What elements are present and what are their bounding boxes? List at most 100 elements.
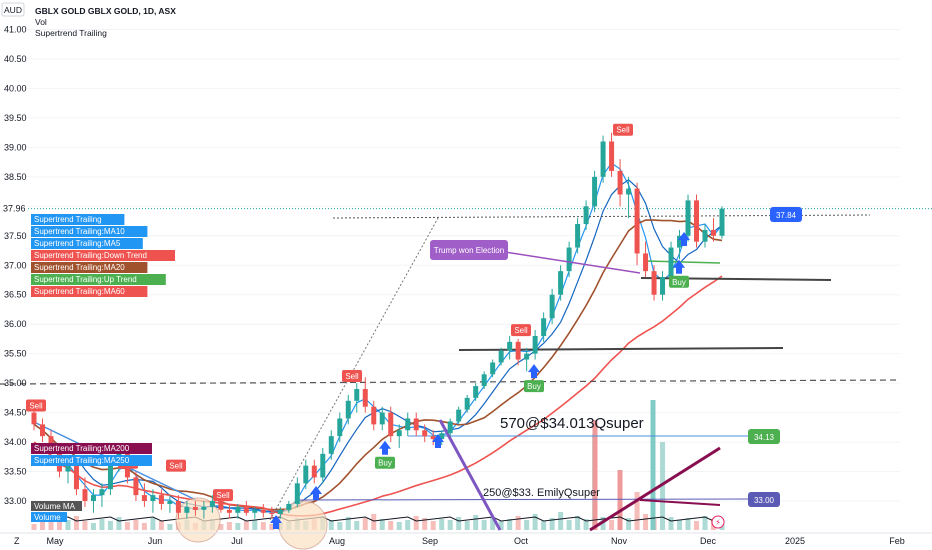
- candle: [379, 412, 385, 425]
- price-label-box[interactable]: [748, 492, 780, 507]
- note-570: 570@$34.013Qsuper: [500, 415, 644, 432]
- candle: [592, 176, 598, 207]
- signal-label: Sell: [169, 462, 183, 471]
- candle: [694, 200, 700, 242]
- volume-bar: [702, 516, 708, 530]
- candle: [320, 453, 326, 478]
- legend-text: Supertrend Trailing:MA20: [34, 263, 125, 272]
- buy-signal[interactable]: Buy: [375, 440, 395, 469]
- support-line-35.6: [458, 347, 784, 351]
- grid: [28, 29, 932, 502]
- volume-bar: [694, 521, 700, 530]
- buy-signal[interactable]: Buy: [524, 364, 544, 393]
- z-icon[interactable]: Z: [14, 536, 20, 546]
- volume-bar: [337, 522, 343, 530]
- sell-signal[interactable]: Sell: [613, 123, 633, 136]
- volume-bar: [362, 518, 368, 530]
- candle: [141, 495, 147, 501]
- volume-bar: [668, 517, 674, 530]
- candle: [481, 374, 487, 387]
- sell-signal[interactable]: Sell: [511, 324, 531, 337]
- sell-badge: [26, 399, 46, 412]
- y-tick-label: 36.00: [4, 319, 27, 329]
- buy-signal[interactable]: Buy: [669, 259, 689, 288]
- volume-bar: [354, 521, 360, 530]
- candle: [150, 495, 156, 501]
- trump-annotation[interactable]: Trump won Election: [430, 240, 641, 274]
- volume-bar: [617, 470, 623, 530]
- sell-signal[interactable]: Sell: [342, 370, 362, 383]
- x-tick-label: Sep: [422, 536, 438, 546]
- candle: [303, 465, 309, 484]
- dashed-level-35: [0, 379, 901, 385]
- candle: [39, 424, 45, 437]
- candle: [532, 335, 538, 354]
- indicator-lines: [33, 162, 723, 517]
- candle: [107, 465, 113, 490]
- candle: [609, 141, 615, 171]
- legend-tag[interactable]: [31, 286, 148, 297]
- volume-bar: [99, 519, 105, 530]
- volume-bar: [405, 520, 411, 530]
- candle: [235, 506, 241, 513]
- currency-badge[interactable]: [1, 2, 25, 17]
- legend-text: Supertrend Trailing:Up Trend: [34, 275, 137, 284]
- sell-badge: [511, 324, 531, 337]
- volume-bar: [626, 518, 632, 530]
- x-tick-label: Nov: [611, 536, 628, 546]
- candle: [677, 235, 683, 248]
- lightning-icon[interactable]: [711, 515, 725, 529]
- volume-bar: [252, 520, 258, 530]
- price-label-text: 37.84: [776, 211, 797, 220]
- legend-text: Volume: [34, 513, 61, 522]
- legend-text: Supertrend Trailing:MA5: [34, 239, 121, 248]
- legend-tag[interactable]: [31, 274, 166, 285]
- candle: [600, 141, 606, 177]
- candle: [201, 506, 207, 510]
- candle: [269, 512, 275, 514]
- candle: [396, 430, 402, 437]
- sell-badge: [613, 123, 633, 136]
- volume-bar: [677, 520, 683, 530]
- signal-label: Sell: [29, 402, 43, 411]
- candle: [371, 406, 377, 425]
- legend-tag[interactable]: [31, 512, 67, 522]
- legend-tag[interactable]: [31, 501, 82, 511]
- volume-bar: [371, 514, 377, 530]
- candle: [617, 170, 623, 195]
- legend-tag[interactable]: [31, 214, 125, 225]
- x-tick-label: Oct: [514, 536, 529, 546]
- candle: [286, 503, 292, 510]
- candle: [218, 501, 224, 510]
- legend-tag[interactable]: [31, 262, 148, 273]
- sell-signal[interactable]: Sell: [213, 489, 233, 502]
- volume-bar: [490, 518, 496, 530]
- buy-badge: [669, 275, 689, 288]
- candle: [345, 400, 351, 419]
- volume-bar: [31, 524, 37, 530]
- legend-tag[interactable]: [31, 238, 143, 249]
- candle: [685, 200, 691, 236]
- legend-tag[interactable]: [31, 226, 148, 237]
- candle: [328, 436, 334, 454]
- volume-bar: [439, 519, 445, 530]
- price-label-box[interactable]: [748, 429, 780, 444]
- buy-badge: [375, 456, 395, 469]
- volume-bar: [388, 521, 394, 530]
- candle: [226, 509, 232, 513]
- candle: [252, 509, 258, 513]
- candle: [73, 465, 79, 490]
- sell-signal[interactable]: Sell: [166, 459, 186, 472]
- volume-bar: [532, 514, 538, 530]
- buy-arrow-icon: [673, 259, 685, 274]
- legend-tag[interactable]: [31, 455, 152, 466]
- legend-tag[interactable]: [31, 443, 152, 454]
- ma20-line: [33, 219, 723, 511]
- volume-bar: [447, 520, 453, 530]
- sell-signal[interactable]: Sell: [26, 399, 46, 412]
- price-label-box[interactable]: [770, 207, 802, 222]
- volume-bar: [464, 521, 470, 530]
- svg-text:⚡: ⚡: [715, 518, 721, 527]
- legend-tag[interactable]: [31, 250, 175, 261]
